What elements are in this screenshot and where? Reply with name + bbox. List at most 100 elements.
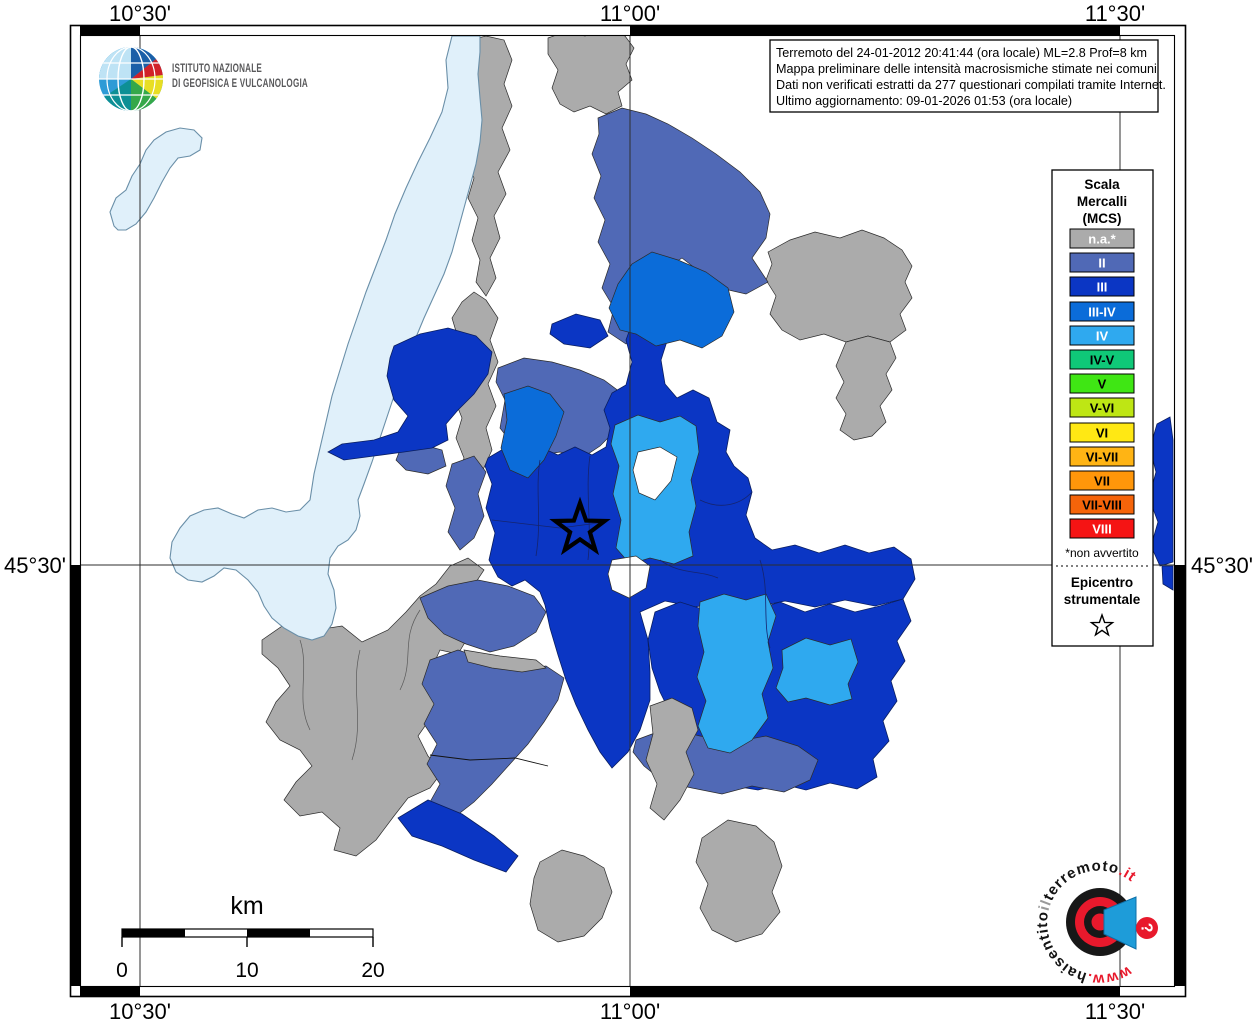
region-na-south-pocket	[645, 697, 699, 821]
ingv-name-line2: DI GEOFISICA E VULCANOLOGIA	[172, 78, 308, 90]
event-info-line2: Mappa preliminare delle intensità macros…	[776, 62, 1157, 76]
scale-num-10: 10	[235, 959, 258, 982]
legend-swatch-na	[1069, 228, 1135, 249]
legend-swatch-vii-viii	[1069, 494, 1135, 515]
question-mark: ?	[1137, 922, 1155, 935]
region-na-east-small	[835, 335, 897, 441]
legend-label-v: V	[1098, 377, 1107, 392]
region-na-northeast-blob	[765, 229, 913, 343]
frame-outer	[69, 24, 1187, 998]
legend-swatch-v-vi	[1069, 397, 1135, 418]
legend-label-vii-viii: VII-VIII	[1082, 498, 1122, 513]
legend-item-vii-viii: VII-VIII	[1069, 494, 1135, 515]
axis-top-left: 10°30'	[109, 1, 171, 26]
megaphone-icon	[1103, 896, 1137, 950]
legend-label-iv-v: IV-V	[1090, 353, 1115, 368]
event-info-frame	[769, 39, 1159, 113]
legend-label-vi-vii: VI-VII	[1086, 450, 1119, 465]
legend-swatch-ii	[1069, 252, 1135, 273]
scale-bar: km 0 10 20	[116, 892, 385, 982]
legend-label-vii: VII	[1094, 474, 1110, 489]
frame-band-left	[70, 565, 80, 986]
legend-item-viii: VIII	[1069, 518, 1135, 539]
legend-swatch-iii-iv	[1069, 301, 1135, 322]
axis-bottom-right: 11°30'	[1085, 999, 1145, 1024]
legend-item-vii: VII	[1069, 470, 1135, 491]
legend-swatch-viii	[1069, 518, 1135, 539]
axis-left: 45°30'	[4, 553, 66, 578]
scale-num-0: 0	[116, 959, 128, 982]
legend-item-ii: II	[1069, 252, 1135, 273]
frame-band-top-a	[80, 25, 140, 35]
map-frame	[69, 24, 1187, 998]
region-na-wedge	[463, 649, 547, 673]
region-ii-west-strip	[445, 455, 487, 551]
legend-title-line2: Mercalli	[1077, 194, 1127, 209]
region-iii-small-north	[549, 313, 609, 349]
scale-bar-seg1	[122, 929, 185, 937]
region-white-hole	[632, 446, 678, 501]
legend-item-na: n.a.*	[1069, 228, 1135, 249]
legend-item-vi-vii: VI-VII	[1069, 446, 1135, 467]
lake-garda	[169, 36, 483, 641]
event-info-line3: Dati non verificati estratti da 277 ques…	[776, 78, 1166, 92]
event-info-line4: Ultimo aggiornamento: 09-01-2026 01:53 (…	[776, 94, 1072, 108]
legend-item-v: V	[1069, 373, 1135, 394]
region-iii-east-strip	[1148, 416, 1174, 567]
region-iii-iv-west-strip	[500, 385, 565, 479]
region-iii-southwest-band	[397, 799, 519, 873]
legend-title-line3: (MCS)	[1083, 211, 1122, 226]
axis-bottom-mid: 11°00'	[600, 999, 660, 1024]
axis-right: 45°30'	[1191, 553, 1253, 578]
legend-swatch-iv-v	[1069, 349, 1135, 370]
map-canvas	[81, 36, 1174, 986]
legend-item-iv: IV	[1069, 325, 1135, 346]
legend-label-v-vi: V-VI	[1090, 401, 1115, 416]
legend-label-iv: IV	[1096, 329, 1109, 344]
legend-label-iii-iv: III-IV	[1088, 305, 1116, 320]
legend-item-iv-v: IV-V	[1069, 349, 1135, 370]
question-badge	[1136, 917, 1158, 939]
ingv-name-line1: ISTITUTO NAZIONALE	[172, 63, 262, 75]
axis-bottom-left: 10°30'	[109, 999, 171, 1024]
region-na-bottom-right	[695, 819, 783, 943]
region-iii-west-arm	[327, 327, 493, 461]
legend-swatch-iii	[1069, 276, 1135, 297]
axis-top-mid: 11°00'	[600, 1, 660, 26]
legend-item-v-vi: V-VI	[1069, 397, 1135, 418]
region-iii-central-mass	[484, 304, 916, 769]
ingv-logo: ISTITUTO NAZIONALE DI GEOFISICA E VULCAN…	[99, 47, 308, 111]
event-info-line1: Terremoto del 24-01-2012 20:41:44 (ora l…	[776, 46, 1147, 60]
legend-swatch-vi	[1069, 422, 1135, 443]
region-iii-iv-north	[608, 251, 735, 349]
axis-top-right: 11°30'	[1085, 1, 1145, 26]
legend-swatch-iv	[1069, 325, 1135, 346]
legend-label-viii: VIII	[1092, 522, 1112, 537]
region-iv-south-strip	[696, 593, 777, 754]
event-info-box: Terremoto del 24-01-2012 20:41:44 (ora l…	[769, 39, 1166, 113]
region-na-bottom-center	[529, 849, 613, 943]
legend-epicenter-line2: strumentale	[1064, 592, 1141, 607]
legend-label-ii: II	[1098, 256, 1105, 271]
legend-swatch-vi-vii	[1069, 446, 1135, 467]
region-iii-east-strip-tail	[1161, 565, 1174, 591]
scale-bar-unit: km	[230, 892, 263, 920]
ingv-globe-segments	[99, 47, 163, 111]
frame-band-top-b	[630, 25, 1120, 35]
legend-label-na: n.a.*	[1088, 232, 1116, 247]
logo-text-it: .it	[1116, 862, 1139, 885]
region-ii-southwest-band-a	[419, 579, 547, 653]
legend-epicenter-star	[1089, 612, 1115, 637]
legend-label-vi: VI	[1096, 426, 1108, 441]
epicenter-star	[549, 496, 611, 556]
legend-label-iii: III	[1097, 280, 1108, 295]
scale-num-20: 20	[361, 959, 384, 982]
region-white-gap	[607, 555, 651, 599]
frame-band-bottom-a	[80, 986, 140, 996]
region-iv-southeast-blob	[775, 637, 859, 706]
lake-idro	[109, 127, 203, 231]
legend-swatch-v	[1069, 373, 1135, 394]
legend-item-iii: III	[1069, 276, 1135, 297]
